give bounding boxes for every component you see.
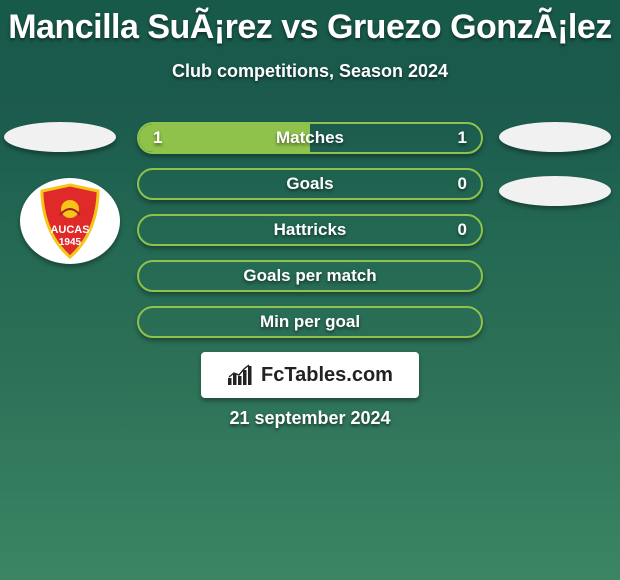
page-title: Mancilla SuÃ¡rez vs Gruezo GonzÃ¡lez xyxy=(0,0,620,47)
club-shield-icon: AUCAS 1945 xyxy=(38,183,102,259)
player-left-oval xyxy=(4,122,116,152)
stats-container: Matches11Goals0Hattricks0Goals per match… xyxy=(137,122,483,352)
stat-label: Min per goal xyxy=(139,312,481,332)
stat-value-left: 1 xyxy=(153,128,162,148)
stat-label: Goals per match xyxy=(139,266,481,286)
club-badge-left: AUCAS 1945 xyxy=(20,178,120,264)
brand-bars-icon xyxy=(227,364,255,386)
stat-row: Goals per match xyxy=(137,260,483,292)
stat-value-right: 1 xyxy=(458,128,467,148)
stat-value-right: 0 xyxy=(458,174,467,194)
stat-row: Goals0 xyxy=(137,168,483,200)
subtitle: Club competitions, Season 2024 xyxy=(0,61,620,82)
player-right-oval xyxy=(499,122,611,152)
comparison-card: Mancilla SuÃ¡rez vs Gruezo GonzÃ¡lez Clu… xyxy=(0,0,620,580)
brand-label: FcTables.com xyxy=(261,364,393,387)
date-label: 21 september 2024 xyxy=(0,408,620,429)
club-year-text: 1945 xyxy=(59,237,82,248)
brand-box[interactable]: FcTables.com xyxy=(201,352,419,398)
stat-row: Matches1 1 xyxy=(137,122,483,154)
stat-label: Goals xyxy=(139,174,481,194)
stat-label: Hattricks xyxy=(139,220,481,240)
stat-row: Min per goal xyxy=(137,306,483,338)
stat-row: Hattricks0 xyxy=(137,214,483,246)
stat-value-right: 0 xyxy=(458,220,467,240)
stat-label: Matches xyxy=(139,128,481,148)
club-name-text: AUCAS xyxy=(50,224,89,236)
player-right-oval-2 xyxy=(499,176,611,206)
